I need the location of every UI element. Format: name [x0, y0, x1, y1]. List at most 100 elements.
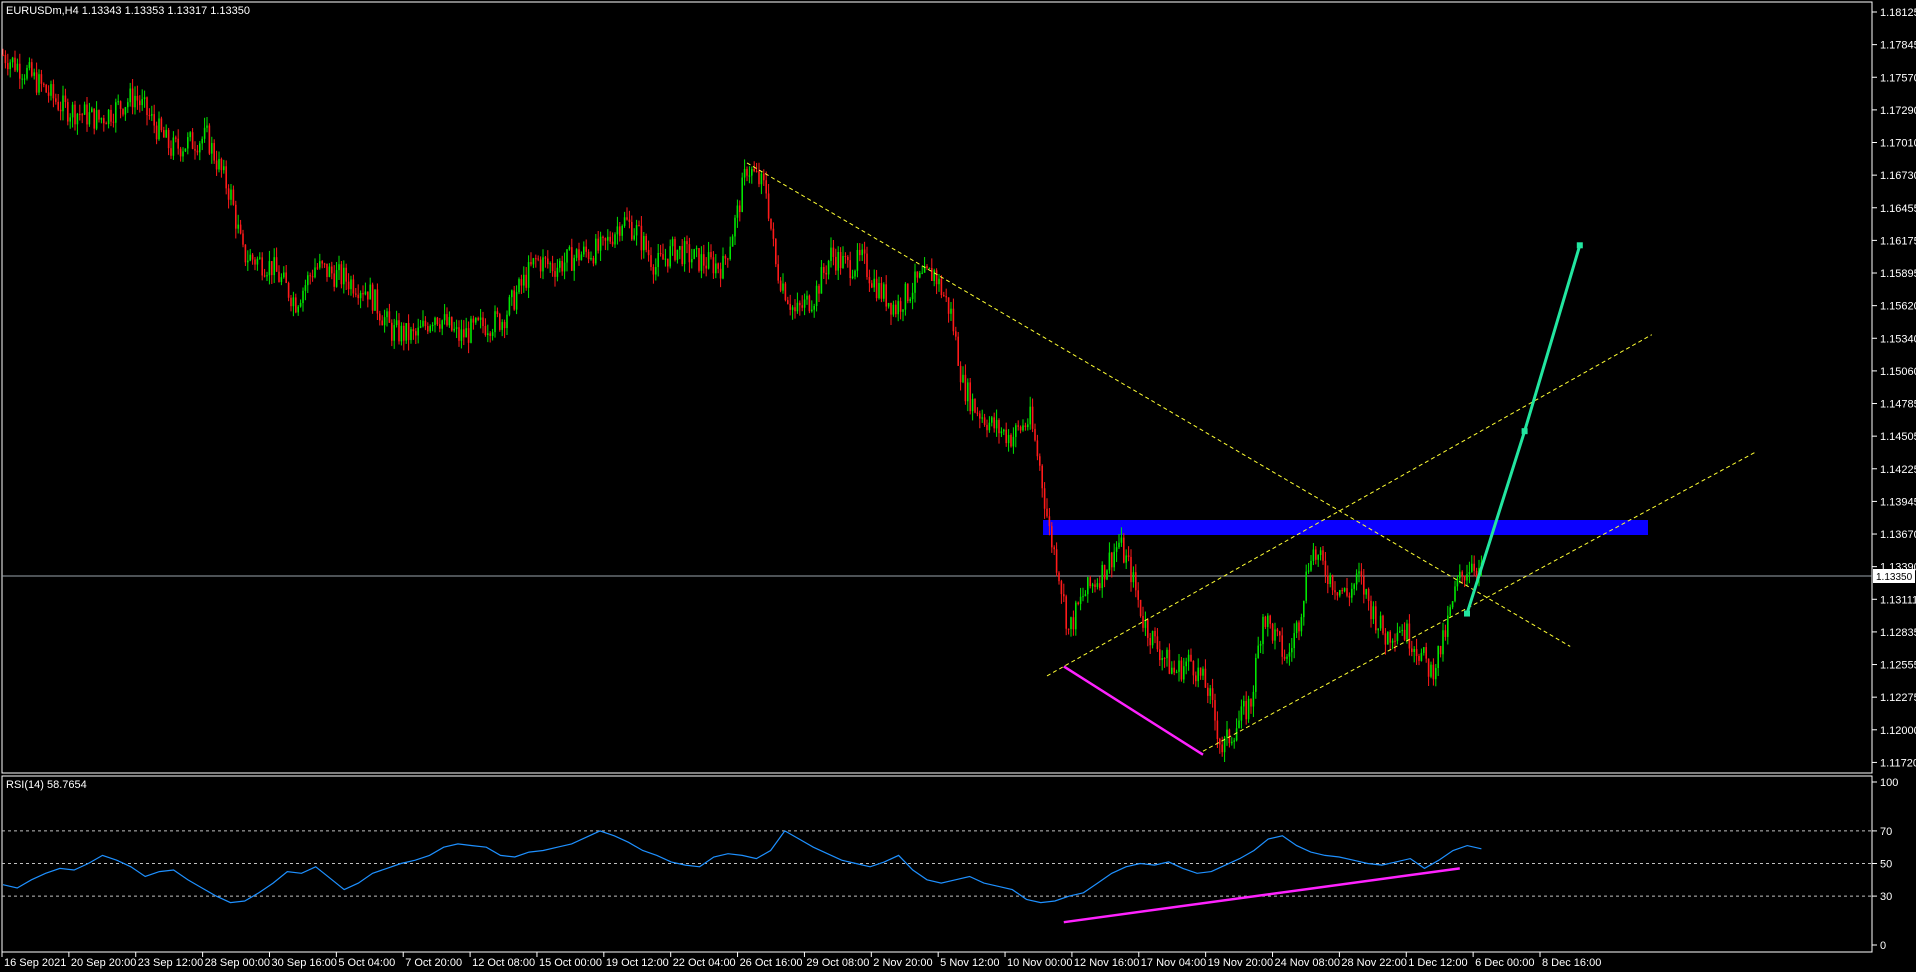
channel-upper-line[interactable]	[1046, 334, 1653, 677]
candle-body	[587, 251, 590, 260]
candle-body	[823, 267, 825, 273]
candle-body	[369, 284, 371, 300]
candle-body	[945, 296, 947, 298]
candle-body	[494, 311, 496, 333]
candle-body	[309, 275, 311, 277]
price-divergence-line[interactable]	[1063, 665, 1204, 756]
time-tick-label: 12 Nov 16:00	[1074, 957, 1139, 969]
candle-body	[1413, 649, 1415, 652]
projection-point[interactable]	[1521, 428, 1528, 435]
candle-body	[544, 257, 547, 259]
candle-body	[1000, 431, 1003, 434]
candle-body	[561, 260, 563, 272]
candle-body	[1106, 570, 1108, 580]
candle-body	[1307, 570, 1310, 572]
candle-body	[1221, 744, 1223, 753]
price-tick-label: 1.16175	[1880, 235, 1916, 247]
candle-body	[753, 168, 755, 172]
candle-body	[674, 239, 676, 260]
candle-body	[1283, 656, 1286, 659]
candle-body	[1187, 654, 1190, 662]
candle-body	[1055, 549, 1058, 573]
candle-body	[199, 143, 201, 153]
candle-body	[1082, 596, 1084, 598]
resistance-zone[interactable]	[1043, 520, 1648, 535]
candle-body	[239, 224, 242, 234]
candle-body	[1339, 590, 1341, 596]
candle-body	[467, 328, 470, 343]
candle-body	[1468, 572, 1471, 575]
candle-body	[71, 104, 74, 118]
time-axis: 16 Sep 2021 20 Sep 20:00 23 Sep 12:00 28 Se…	[1, 952, 1601, 969]
candle-body	[549, 263, 551, 265]
candle-body	[933, 270, 935, 281]
price-tick-label: 1.15895	[1880, 268, 1916, 280]
candle-body	[787, 300, 789, 304]
candle-body	[357, 294, 359, 299]
candle-body	[585, 246, 587, 252]
price-tick-label: 1.17845	[1880, 40, 1916, 52]
candle-body	[707, 252, 710, 269]
candle-body	[566, 249, 568, 263]
candle-body	[31, 62, 33, 76]
candle-body	[923, 266, 926, 273]
candle-body	[38, 74, 40, 93]
candle-body	[1399, 631, 1401, 633]
downtrend-line[interactable]	[746, 162, 1571, 647]
candle-body	[861, 249, 863, 256]
candle-body	[1375, 606, 1377, 631]
candle-body	[227, 188, 230, 200]
candle-body	[938, 278, 940, 285]
candle-body	[952, 308, 955, 332]
candle-body	[1365, 589, 1367, 595]
candle-body	[170, 148, 172, 156]
candle-body	[1427, 658, 1430, 677]
candle-body	[482, 317, 484, 327]
candle-body	[501, 322, 503, 330]
candle-body	[539, 259, 542, 272]
candle-body	[604, 238, 607, 241]
candle-body	[1264, 616, 1267, 627]
candle-body	[189, 132, 191, 138]
candle-body	[1262, 616, 1264, 645]
candle-body	[398, 320, 400, 342]
projection-point[interactable]	[1576, 242, 1583, 249]
time-tick-label: 2 Nov 20:00	[873, 957, 932, 969]
candle-body	[1396, 632, 1399, 642]
candle-body	[223, 166, 225, 171]
candle-body	[647, 249, 650, 256]
candle-body	[818, 285, 820, 294]
candle-body	[669, 246, 671, 267]
candle-body	[556, 267, 559, 277]
candle-body	[943, 294, 945, 297]
candle-body	[1159, 649, 1161, 661]
candle-body	[319, 261, 321, 268]
candle-body	[554, 271, 556, 277]
projection-point[interactable]	[1464, 610, 1470, 617]
candle-body	[374, 289, 376, 311]
price-tick-label: 1.15060	[1880, 366, 1916, 378]
current-price-tag-box	[1873, 569, 1915, 583]
candle-body	[129, 88, 131, 103]
candle-body	[789, 303, 791, 310]
candle-body	[1322, 550, 1324, 561]
candle-body	[962, 374, 964, 383]
candle-body	[568, 247, 571, 250]
candle-body	[290, 297, 292, 307]
candle-body	[1137, 590, 1139, 600]
candle-body	[254, 259, 256, 265]
candle-body	[412, 329, 415, 332]
candle-body	[1475, 570, 1478, 576]
candle-body	[957, 336, 959, 366]
candle-body	[1079, 596, 1082, 604]
candle-body	[511, 290, 513, 298]
rsi-divergence-line[interactable]	[1063, 867, 1460, 924]
candle-body	[45, 84, 47, 93]
candle-body	[1219, 738, 1221, 745]
candle-body	[167, 129, 170, 149]
candle-body	[247, 260, 249, 263]
candle-body	[1358, 571, 1360, 574]
candle-body	[770, 218, 772, 229]
candle-body	[1288, 652, 1291, 657]
